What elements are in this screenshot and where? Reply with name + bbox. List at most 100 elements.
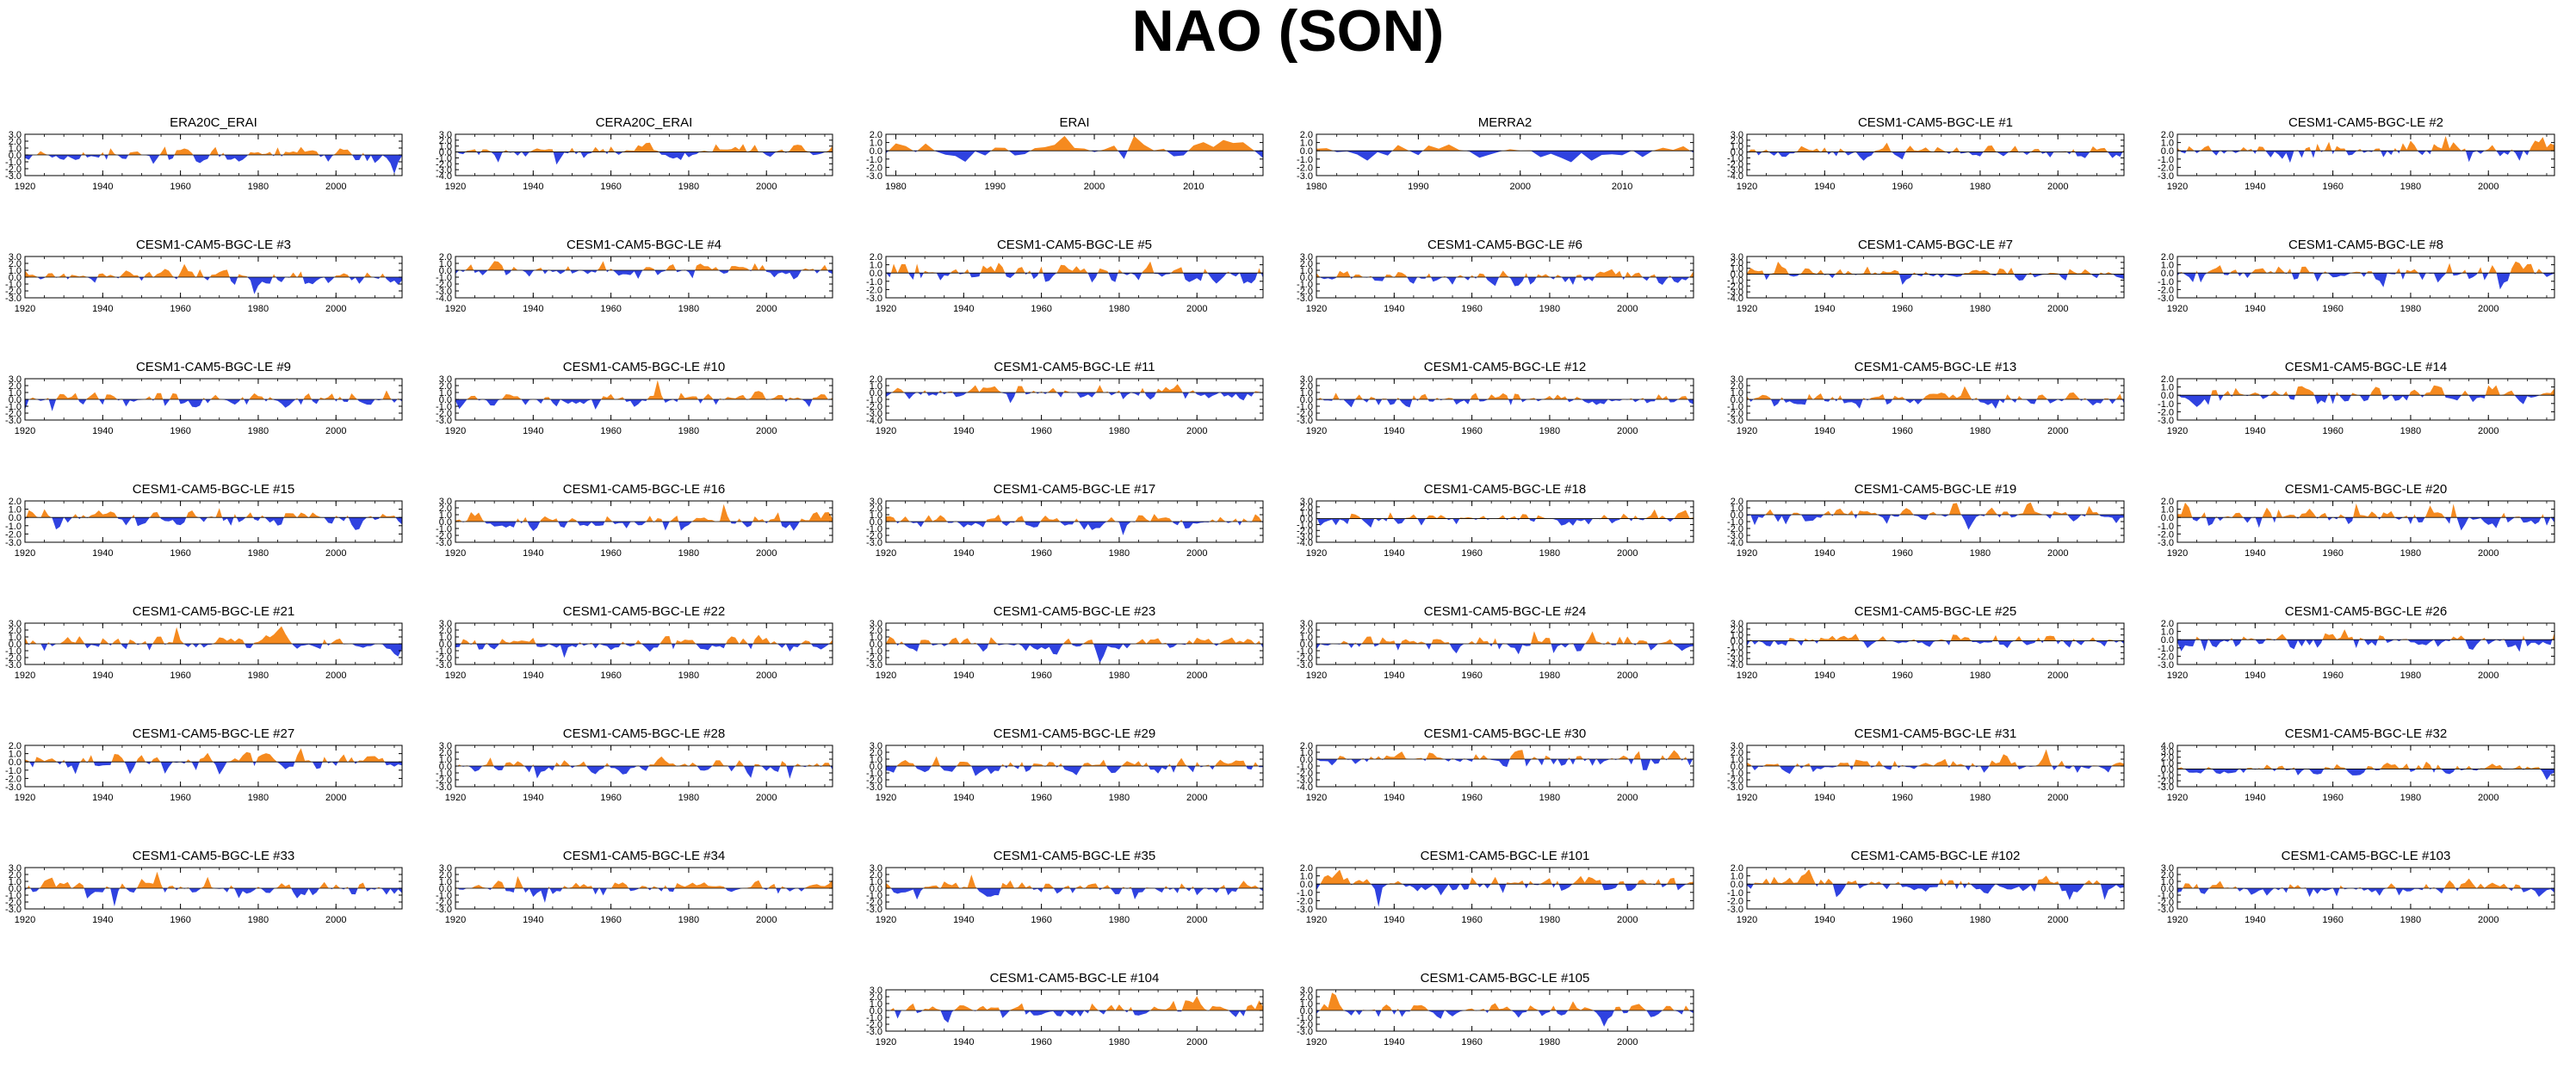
chart-panel: CERA20C_ERAI 3.02.01.00.0-1.0-2.0-3.0-4.0…	[436, 115, 833, 192]
y-tick-label: 0.0	[439, 148, 452, 158]
y-tick-label: -2.0	[1297, 287, 1313, 297]
y-tick-label: -3.0	[2158, 416, 2174, 426]
y-tick-label: 0.0	[9, 395, 22, 405]
negative-area	[2177, 888, 2554, 898]
y-tick-label: -4.0	[1297, 538, 1313, 548]
x-tick-label: 1920	[1737, 426, 1757, 436]
x-tick-label: 2000	[1186, 304, 1207, 314]
x-tick-label: 1960	[1892, 915, 1912, 925]
x-tick-label: 1960	[600, 793, 621, 803]
x-tick-label: 2000	[2047, 670, 2068, 681]
x-tick-label: 1960	[2322, 915, 2343, 925]
x-tick-label: 2000	[756, 670, 777, 681]
y-tick-label: -2.0	[5, 653, 22, 664]
x-tick-label: 1960	[1031, 304, 1051, 314]
y-tick-label: 3.0	[2161, 747, 2174, 757]
x-tick-label: 1940	[1384, 548, 1404, 559]
y-tick-label: 3.0	[870, 741, 882, 751]
y-tick-label: 2.0	[1731, 136, 1743, 146]
x-tick-label: 1960	[1892, 670, 1912, 681]
x-tick-label: 1960	[1031, 1037, 1051, 1047]
y-tick-label: -3.0	[5, 905, 22, 915]
y-tick-label: 0.0	[1300, 515, 1313, 525]
y-tick-label: -2.0	[1727, 896, 1743, 906]
y-tick-label: 1.0	[1731, 872, 1743, 882]
chart-panel: CESM1-CAM5-BGC-LE #4 2.01.00.0-1.0-2.0-3.…	[436, 238, 833, 314]
y-tick-label: 1.0	[870, 877, 882, 887]
y-tick-label: -3.0	[2158, 905, 2174, 915]
y-tick-label: -3.0	[436, 416, 452, 426]
y-tick-label: -3.0	[1727, 654, 1743, 664]
y-tick-label: 2.0	[1300, 381, 1313, 392]
y-tick-label: -2.0	[866, 285, 882, 295]
x-tick-label: 1940	[2245, 793, 2265, 803]
y-tick-label: 1.0	[439, 633, 452, 643]
x-tick-label: 1960	[170, 670, 190, 681]
y-tick-label: -2.0	[5, 164, 22, 175]
x-tick-label: 1980	[1109, 548, 1130, 559]
panel-title: CESM1-CAM5-BGC-LE #11	[994, 360, 1155, 374]
y-tick-label: 0.0	[870, 1006, 882, 1016]
y-tick-label: 0.0	[9, 884, 22, 894]
plot-frame	[1316, 500, 1694, 543]
panel-title: CESM1-CAM5-BGC-LE #19	[1855, 482, 2016, 497]
x-tick-label: 1920	[1737, 304, 1757, 314]
panel-title: CERA20C_ERAI	[596, 115, 693, 130]
y-tick-label: -3.0	[1727, 782, 1743, 793]
y-tick-label: -3.0	[5, 538, 22, 548]
y-tick-label: 1.0	[2161, 627, 2174, 638]
y-tick-label: -1.0	[866, 769, 882, 779]
y-tick-label: -2.0	[436, 159, 452, 170]
negative-area	[886, 1010, 1263, 1023]
panel-title: CESM1-CAM5-BGC-LE #14	[2285, 360, 2447, 374]
y-tick-label: 0.0	[2161, 513, 2174, 523]
chart-panel: CESM1-CAM5-BGC-LE #18 3.02.01.00.0-1.0-2.…	[1297, 482, 1694, 559]
x-tick-label: 1940	[523, 793, 543, 803]
x-tick-label: 2000	[2047, 182, 2068, 192]
x-tick-label: 1980	[885, 182, 906, 192]
y-tick-label: -1.0	[1297, 646, 1313, 657]
y-tick-label: -1.0	[5, 158, 22, 168]
y-tick-label: -3.0	[5, 782, 22, 793]
y-tick-label: -3.0	[436, 782, 452, 793]
x-tick-label: 2000	[325, 793, 346, 803]
y-tick-label: 2.0	[9, 381, 22, 392]
y-tick-label: -1.0	[1727, 642, 1743, 652]
positive-area	[25, 508, 402, 518]
chart-panel: CESM1-CAM5-BGC-LE #1 3.02.01.00.0-1.0-2.0…	[1727, 115, 2125, 192]
positive-area	[455, 380, 833, 399]
y-tick-label: 2.0	[1300, 503, 1313, 513]
chart-panel: CESM1-CAM5-BGC-LE #103 3.02.01.00.0-1.0-2…	[2158, 849, 2555, 925]
x-tick-label: 1980	[1539, 304, 1560, 314]
y-tick-label: 3.0	[1731, 130, 1743, 140]
y-tick-label: -3.0	[866, 905, 882, 915]
x-tick-label: 1980	[2400, 915, 2421, 925]
negative-area	[455, 888, 833, 903]
y-tick-label: 2.0	[870, 130, 882, 140]
x-tick-label: 1920	[15, 304, 35, 314]
y-tick-label: 0.0	[439, 762, 452, 772]
x-tick-label: 1940	[953, 793, 974, 803]
y-tick-label: -4.0	[1297, 782, 1313, 793]
y-tick-label: -3.0	[1297, 905, 1313, 915]
x-tick-label: 1920	[445, 670, 466, 681]
x-tick-label: 1920	[876, 670, 896, 681]
y-tick-label: 2.0	[1731, 748, 1743, 758]
x-tick-label: 2000	[1186, 1037, 1207, 1047]
negative-area	[1747, 640, 2124, 648]
y-tick-label: 0.0	[870, 762, 882, 772]
positive-area	[455, 756, 833, 766]
chart-panel: CESM1-CAM5-BGC-LE #5 2.01.00.0-1.0-2.0-3.…	[866, 238, 1264, 314]
positive-area	[886, 874, 1263, 888]
negative-area	[1316, 884, 1694, 907]
y-tick-label: -1.0	[866, 646, 882, 657]
positive-area	[25, 146, 402, 155]
x-tick-label: 1980	[678, 426, 699, 436]
y-tick-label: 1.0	[870, 139, 882, 149]
x-tick-label: 1980	[678, 915, 699, 925]
y-tick-label: 1.0	[9, 633, 22, 643]
y-tick-label: 2.0	[9, 626, 22, 636]
plot-frame	[2177, 745, 2555, 788]
y-tick-label: 0.0	[9, 640, 22, 650]
positive-area	[455, 634, 833, 644]
